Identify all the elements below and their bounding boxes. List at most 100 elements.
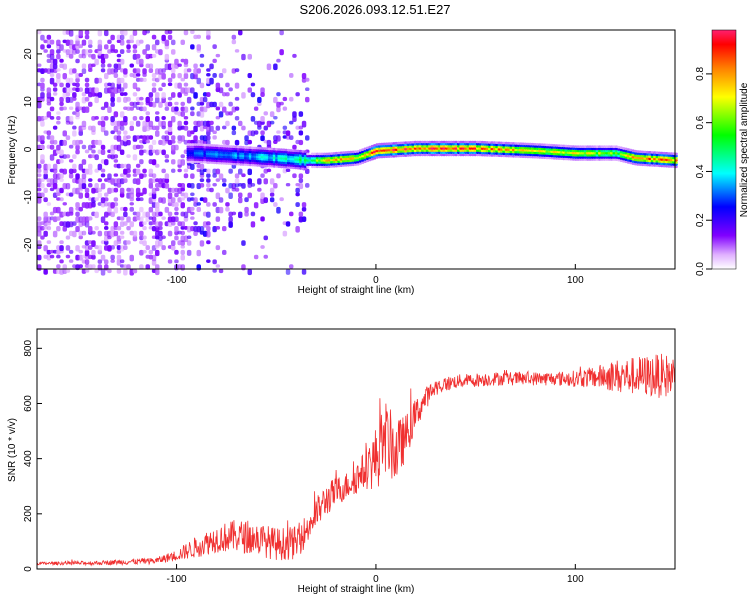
spectrogram-cell [49,106,55,112]
spectrogram-cell [273,139,278,145]
spectrogram-ridge-cell [540,143,544,146]
spectrogram-ridge-cell [282,157,286,160]
spectrogram-cell [91,144,96,149]
spectrogram-ridge-cell [633,158,638,162]
spectrogram-cell [78,130,83,136]
spectrogram-ridge-cell [653,162,657,165]
spectrogram-ridge-cell [566,153,571,157]
spectrogram-ridge-cell [533,143,537,146]
spectrogram-ridge-cell [464,140,468,144]
spectrogram-ridge-cell [277,152,281,156]
spectrogram-ridge-cell [299,164,303,168]
spectrogram-cell [142,168,147,174]
spectrogram-cell [62,139,67,146]
spectrogram-cell [119,39,125,46]
spectrogram-cell [263,111,268,116]
spectrogram-cell [81,178,87,184]
spectrogram-cell [148,135,154,140]
spectrogram-cell [46,240,52,244]
spectrogram-cell [171,135,176,141]
spectrogram-ridge-cell [310,154,315,158]
spectrogram-ridge-cell [188,143,193,146]
spectrogram-cell [72,68,77,74]
spectrogram-ridge-cell [291,164,295,167]
spectrogram-cell [167,82,173,87]
spectrogram-cell [142,77,147,82]
spectrogram-ridge-cell [248,148,252,152]
spectrogram-ridge-cell [272,147,276,151]
spectrogram-ridge-cell [502,152,506,156]
spectrogram-ridge-cell [421,145,425,148]
spectrogram-cell [104,116,109,121]
spectrogram-ridge-cell [246,159,250,162]
spectrogram-ridge-cell [440,153,444,157]
spectrogram-ridge-cell [564,157,568,161]
spectrogram-ridge-cell [588,145,592,148]
spectrogram-ridge-cell [287,157,291,161]
spectrogram-cell [186,235,192,240]
spectrogram-ridge-cell [490,152,494,155]
spectrogram-ridge-cell [260,153,264,157]
spectrogram-ridge-cell [581,151,585,155]
spectrogram-ridge-cell [361,161,365,164]
spectrogram-ridge-cell [519,142,523,145]
spectrogram-cell [167,125,173,132]
spectrogram-ridge-cell [643,155,647,158]
spectrogram-ridge-cell [258,164,262,167]
spectrogram-ridge-cell [416,147,420,150]
spectrogram-ridge-cell [368,150,372,153]
spectrogram-cell [104,221,109,226]
spectrogram-cell [126,135,131,140]
spectrogram-ridge-cell [246,161,250,164]
spectrogram-cell [295,125,300,130]
spectrogram-ridge-cell [586,145,590,148]
spectrogram-ridge-cell [569,147,573,150]
snr-x-tick-label: 100 [567,574,584,585]
spectrogram-cell [135,68,141,74]
spectrogram-ridge-cell [514,142,518,145]
spectrogram-cell [164,183,170,189]
spectrogram-cell [253,106,259,111]
spectrogram-ridge-cell [392,155,396,158]
spectrogram-ridge-cell [511,152,516,156]
spectrogram-cell [158,226,163,230]
spectrogram-cell [190,111,195,117]
spectrogram-ridge-cell [416,142,420,146]
spectrogram-cell [72,168,77,174]
spectrogram-ridge-cell [222,157,226,161]
spectrogram-ridge-cell [454,147,458,150]
spectrogram-cell [206,34,211,40]
spectrogram-ridge-cell [322,154,327,158]
spectrogram-ridge-cell [394,144,398,147]
spectrogram-cell [129,202,134,206]
spectrogram-ridge-cell [349,161,353,165]
spectrogram-ridge-cell [435,147,439,150]
spectrogram-cell [116,53,122,58]
spectrogram-ridge-cell [449,140,453,144]
spectrogram-cell [75,149,80,155]
spectrogram-cell [177,73,182,79]
spectrogram-ridge-cell [645,157,650,160]
spectrogram-ridge-cell [320,165,324,169]
spectrogram-ridge-cell [440,145,444,148]
spectrogram-ridge-cell [466,149,470,152]
spectrogram-ridge-cell [509,150,513,154]
spectrogram-cell [126,154,131,158]
spectrogram-ridge-cell [222,153,226,156]
spectrogram-ridge-cell [528,151,532,154]
spectrogram-ridge-cell [188,149,193,153]
spectrogram-cell [174,211,179,216]
spectrogram-ridge-cell [227,151,231,155]
spectrogram-ridge-cell [550,156,554,160]
spectrogram-cell [104,101,109,108]
spectrogram-cell [161,92,166,99]
spectrogram-ridge-cell [483,153,487,157]
spectrogram-ridge-cell [186,149,190,153]
spectrogram-ridge-cell [519,148,523,152]
spectrogram-ridge-cell [310,161,315,164]
spectrogram-ridge-cell [533,149,537,152]
spectrogram-ridge-cell [239,148,243,151]
spectrogram-ridge-cell [552,154,556,158]
spectrogram-ridge-cell [423,140,427,144]
spectrogram-ridge-cell [361,159,365,162]
